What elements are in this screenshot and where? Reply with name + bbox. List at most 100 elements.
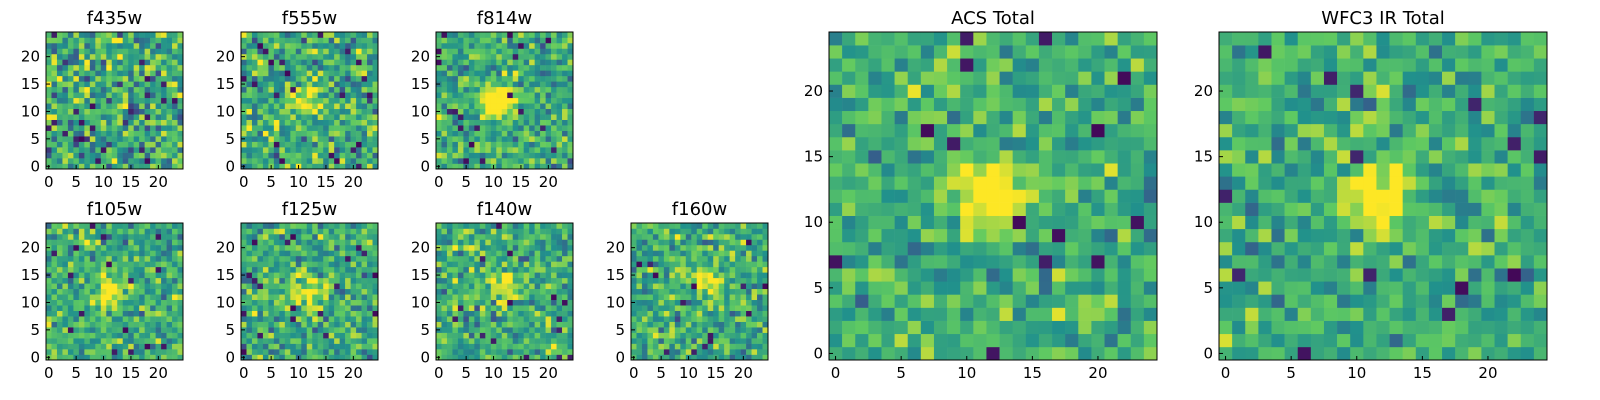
- heatmap-cell: [172, 349, 178, 355]
- heatmap-cell: [669, 283, 676, 290]
- heatmap-cell: [1078, 320, 1092, 335]
- heatmap-cell: [534, 250, 541, 257]
- heatmap-cell: [567, 152, 574, 159]
- heatmap-cell: [106, 92, 113, 99]
- heatmap-cell: [111, 32, 118, 38]
- heatmap-cell: [468, 75, 475, 82]
- heatmap-cell: [290, 239, 297, 246]
- heatmap-cell: [177, 147, 184, 153]
- heatmap-cell: [177, 310, 184, 317]
- heatmap-cell: [279, 53, 286, 60]
- heatmap-cell: [161, 92, 167, 99]
- heatmap-cell: [317, 288, 324, 295]
- heatmap-cell: [1143, 163, 1158, 177]
- heatmap-cell: [512, 288, 519, 295]
- heatmap-cell: [312, 338, 319, 344]
- heatmap-cell: [117, 338, 124, 344]
- heatmap-cell: [117, 244, 124, 251]
- heatmap-cell: [463, 349, 470, 355]
- heatmap-cell: [529, 233, 535, 240]
- heatmap-cell: [999, 268, 1013, 282]
- heatmap-cell: [144, 75, 151, 82]
- heatmap-cell: [446, 64, 453, 71]
- heatmap-cell: [350, 272, 357, 279]
- heatmap-cell: [1104, 320, 1118, 335]
- heatmap-cell: [361, 294, 368, 301]
- heatmap-cell: [446, 310, 453, 317]
- heatmap-cell: [479, 244, 486, 251]
- heatmap-cell: [507, 32, 514, 38]
- heatmap-cell: [295, 130, 302, 137]
- heatmap-cell: [295, 305, 302, 311]
- heatmap-cell: [257, 239, 264, 246]
- heatmap-cell: [323, 97, 329, 104]
- heatmap-cell: [328, 338, 335, 344]
- heatmap-cell: [757, 294, 763, 301]
- heatmap-cell: [89, 158, 96, 164]
- heatmap-cell: [89, 239, 96, 246]
- heatmap-cell: [356, 327, 362, 333]
- heatmap-cell: [117, 37, 124, 44]
- heatmap-cell: [490, 272, 497, 279]
- heatmap-cell: [106, 158, 113, 164]
- heatmap-cell: [284, 277, 291, 284]
- heatmap-cell: [512, 277, 519, 284]
- heatmap-cell: [1143, 255, 1158, 269]
- heatmap-cell: [685, 299, 692, 306]
- heatmap-cell: [457, 349, 464, 355]
- heatmap-cell: [452, 53, 459, 60]
- heatmap-cell: [323, 343, 329, 350]
- heatmap-cell: [279, 75, 286, 82]
- heatmap-cell: [290, 354, 297, 361]
- heatmap-cell: [1091, 320, 1105, 335]
- heatmap-cell: [246, 119, 253, 126]
- heatmap-cell: [89, 48, 96, 55]
- heatmap-cell: [62, 108, 69, 115]
- heatmap-cell: [133, 114, 140, 120]
- heatmap-cell: [284, 64, 291, 71]
- heatmap-cell: [317, 327, 324, 333]
- heatmap-cell: [507, 332, 514, 339]
- heatmap-cell: [312, 119, 319, 126]
- heatmap-cell: [51, 266, 58, 273]
- heatmap-cell: [556, 244, 563, 251]
- heatmap-cell: [529, 338, 535, 344]
- heatmap-cell: [556, 97, 563, 104]
- heatmap-cell: [545, 327, 552, 333]
- heatmap-cell: [446, 255, 453, 262]
- heatmap-cell: [111, 75, 118, 82]
- heatmap-cell: [262, 266, 269, 273]
- heatmap-cell: [128, 125, 134, 131]
- heatmap-cell: [724, 250, 730, 257]
- heatmap-cell: [295, 327, 302, 333]
- heatmap-cell: [241, 152, 247, 159]
- heatmap-cell: [457, 119, 464, 126]
- heatmap-cell: [894, 176, 909, 190]
- heatmap-cell: [446, 48, 453, 55]
- heatmap-cell: [161, 75, 167, 82]
- heatmap-cell: [540, 70, 546, 77]
- heatmap-cell: [133, 59, 140, 66]
- heatmap-cell: [512, 125, 519, 131]
- heatmap-cell: [518, 59, 524, 66]
- heatmap-cell: [251, 136, 258, 142]
- heatmap-cell: [111, 152, 118, 159]
- heatmap-cell: [89, 272, 96, 279]
- heatmap-cell: [474, 42, 481, 49]
- heatmap-cell: [647, 223, 654, 229]
- heatmap-cell: [279, 327, 286, 333]
- heatmap-cell: [106, 294, 113, 301]
- heatmap-cell: [177, 86, 184, 93]
- heatmap-cell: [463, 239, 470, 246]
- heatmap-cell: [328, 59, 335, 66]
- heatmap-cell: [279, 310, 286, 317]
- heatmap-cell: [172, 136, 178, 142]
- heatmap-cell: [155, 108, 162, 115]
- heatmap-cell: [999, 241, 1013, 256]
- heatmap-cell: [67, 125, 74, 131]
- heatmap-cell: [150, 86, 156, 93]
- heatmap-cell: [133, 327, 140, 333]
- heatmap-cell: [161, 228, 167, 235]
- heatmap-cell: [556, 75, 563, 82]
- heatmap-cell: [290, 343, 297, 350]
